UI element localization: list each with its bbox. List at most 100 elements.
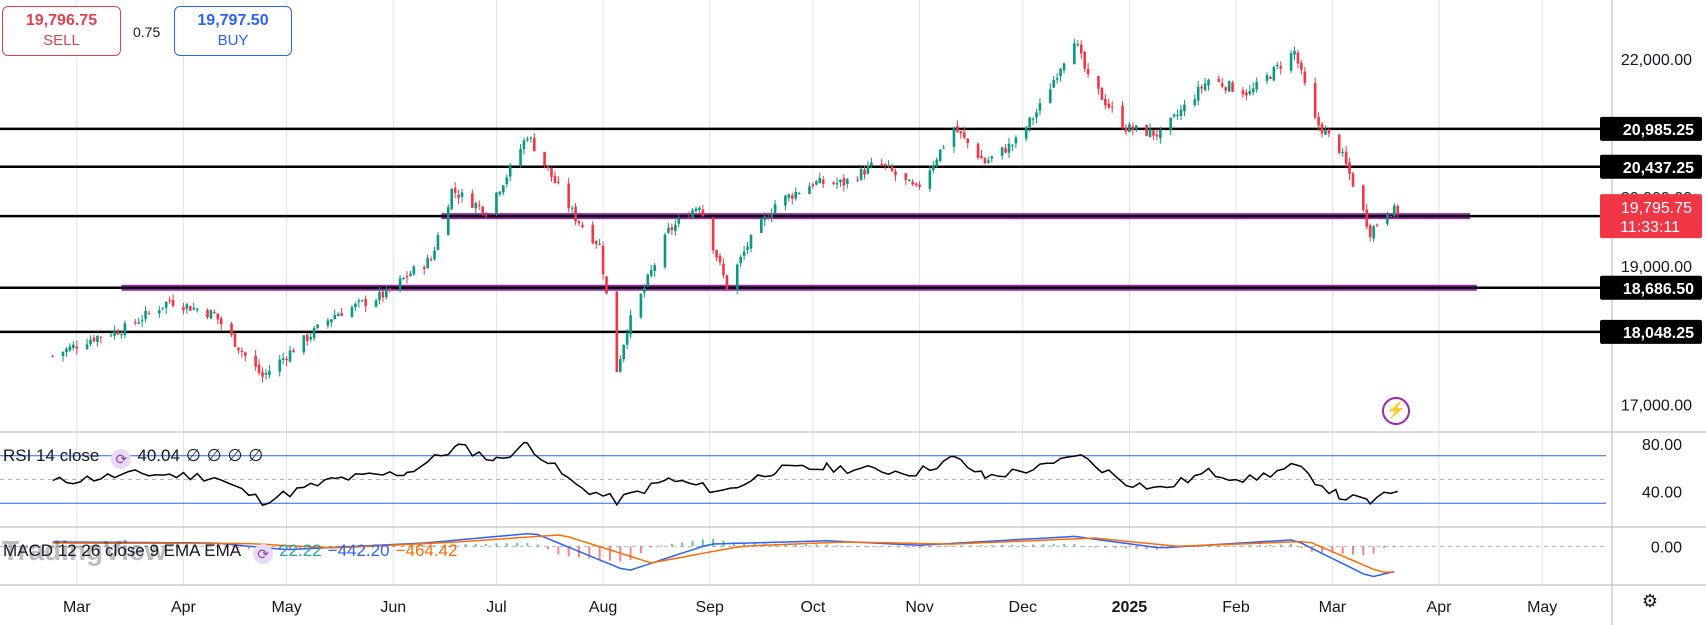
time-tick-label: May	[1527, 599, 1557, 616]
candle-body	[856, 179, 859, 181]
candle-body	[622, 344, 626, 360]
candle-body	[1152, 130, 1155, 136]
candle-body	[725, 275, 729, 290]
candle-body	[51, 355, 54, 357]
macd-legend[interactable]: MACD 12 26 close 9 EMA EMA ⟳ 22.22 −442.20−…	[3, 541, 464, 564]
candle-body	[99, 336, 103, 338]
macd-histogram-bar	[650, 546, 653, 548]
candle-body	[760, 219, 763, 233]
price-axis[interactable]: 22,000.0020,000.0019,000.0017,000.0019,7…	[1600, 52, 1702, 415]
lightning-icon[interactable]: ⚡	[1382, 397, 1410, 425]
candle-body	[1048, 89, 1052, 104]
macd-histogram-bar	[485, 543, 488, 547]
candle-body	[674, 224, 677, 232]
gear-icon[interactable]: ⚙	[1641, 591, 1659, 611]
candle-body	[1279, 66, 1283, 69]
rsi-extra-2: ∅	[206, 446, 222, 465]
macd-histogram-bar	[113, 545, 116, 547]
candle-body	[140, 320, 144, 322]
candle-body	[405, 275, 409, 278]
macd-histogram-bar	[639, 546, 642, 554]
refresh-icon[interactable]: ⟳	[253, 544, 274, 564]
macd-histogram-bar	[856, 546, 859, 548]
candle-body	[446, 207, 450, 236]
macd-histogram-bar	[1011, 544, 1014, 547]
buy-button[interactable]: 19,797.50 BUY	[174, 6, 292, 56]
candle-body	[570, 207, 574, 209]
candle-body	[1241, 90, 1245, 95]
candle-body	[385, 288, 388, 298]
candle-body	[1220, 83, 1224, 87]
candle-body	[880, 163, 884, 165]
candle-body	[835, 183, 839, 185]
candle-body	[209, 310, 213, 319]
candle-body	[863, 169, 866, 175]
candle-body	[543, 151, 546, 166]
candle-body	[1148, 129, 1152, 137]
candle-body	[1011, 144, 1014, 146]
candle-body	[278, 359, 282, 372]
current-price-label: 19,795.75	[1621, 200, 1692, 217]
candle-body	[846, 179, 849, 184]
candle-body	[1179, 109, 1183, 116]
rsi-legend[interactable]: RSI 14 close ⟳ 40.04 ∅ ∅ ∅ ∅	[3, 446, 269, 469]
candle-body	[932, 165, 935, 171]
macd-histogram-bar	[103, 545, 106, 547]
candle-body	[1055, 78, 1059, 80]
macd-histogram-bar	[1083, 545, 1086, 547]
candle-body	[574, 206, 577, 222]
macd-histogram-bar	[846, 546, 849, 548]
candle-body	[952, 128, 956, 147]
candle-body	[312, 328, 316, 339]
candle-body	[887, 165, 890, 167]
candle-body	[890, 166, 894, 172]
macd-histogram-bar	[299, 546, 302, 550]
candle-body	[557, 181, 560, 183]
candle-body	[870, 162, 873, 166]
candle-body	[1014, 137, 1018, 144]
candle-body	[1272, 66, 1276, 81]
candle-body	[832, 182, 835, 184]
price-tick-label: 19,000.00	[1621, 259, 1692, 276]
refresh-icon[interactable]: ⟳	[111, 449, 132, 469]
level-label: 20,437.25	[1623, 160, 1694, 177]
candle-body	[649, 269, 653, 276]
price-tick-label: 22,000.00	[1621, 52, 1692, 69]
candle-body	[904, 173, 908, 180]
candle-body	[839, 179, 842, 183]
macd-histogram-bar	[1228, 545, 1231, 547]
rsi-value: 40.04	[137, 446, 180, 465]
time-axis[interactable]: Mar Apr May Jun Jul Aug Sep Oct Nov Dec 2025 Feb Mar…	[63, 599, 1557, 616]
macd-histogram-bar	[598, 546, 601, 560]
candle-body	[302, 335, 306, 353]
candle-body	[1296, 52, 1300, 64]
time-tick-label: Nov	[905, 599, 933, 616]
candle-body	[1293, 50, 1296, 55]
macd-histogram-bar	[526, 542, 529, 547]
candle-body	[350, 307, 354, 317]
candle-body	[787, 194, 791, 198]
macd-histogram-bar	[608, 546, 611, 561]
macd-histogram-bar	[1372, 546, 1375, 554]
candle-body	[206, 309, 209, 318]
macd-histogram-bar	[392, 545, 395, 547]
candle-body	[1086, 69, 1090, 75]
candle-body	[722, 263, 725, 276]
macd-histogram-bar	[1021, 544, 1024, 547]
sell-button[interactable]: 19,796.75 SELL	[2, 6, 121, 56]
macd-histogram-bar	[92, 545, 95, 547]
macd-histogram-bar	[402, 545, 405, 547]
horizontal-levels[interactable]: 20,985.2520,437.2519,723.0018,686.5018,0…	[0, 116, 1702, 344]
candle-body	[1059, 69, 1062, 77]
macd-line	[52, 532, 1395, 578]
candle-body	[526, 139, 529, 141]
candle-body	[161, 307, 165, 309]
sell-label: SELL	[43, 32, 80, 49]
candle-body	[546, 166, 550, 168]
time-tick-label: Mar	[63, 599, 91, 616]
rsi-tick-label: 40.00	[1642, 484, 1682, 501]
macd-histogram-bar	[196, 545, 199, 547]
candle-body	[1062, 63, 1066, 71]
candle-body	[381, 291, 385, 298]
